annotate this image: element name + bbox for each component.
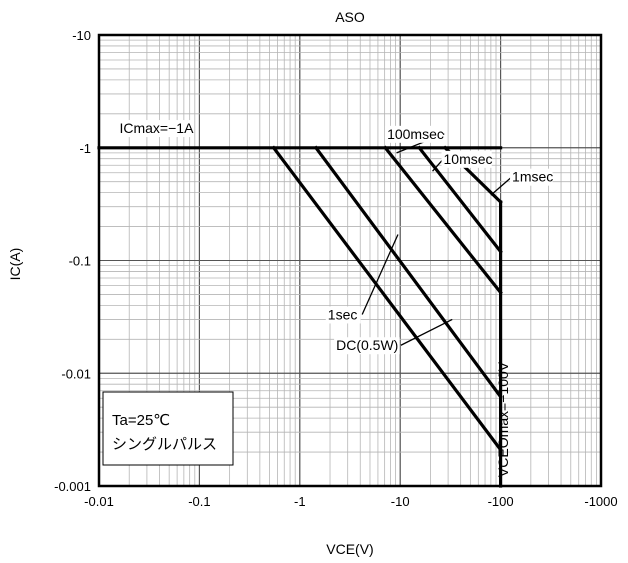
annotation-bg <box>441 150 492 168</box>
annotation-1msec: 1msec <box>512 169 553 185</box>
annotation-1sec: 1sec <box>328 306 358 322</box>
series-line-10msec <box>417 145 503 254</box>
plot-frame <box>97 33 603 488</box>
leader-line <box>361 234 399 315</box>
conditions-box <box>102 391 234 466</box>
x-tick-label: -1000 <box>584 494 617 509</box>
x-tick-label: -100 <box>488 494 514 509</box>
y-tick-label: -10 <box>72 28 91 43</box>
y-tick-label: -0.1 <box>69 254 91 269</box>
leader-line <box>490 176 513 196</box>
grid <box>98 34 602 487</box>
y-tick-label: -0.01 <box>61 366 91 381</box>
y-tick-label: -0.001 <box>54 479 91 494</box>
x-axis-title: VCE(V) <box>326 541 373 557</box>
x-tick-label: -0.01 <box>84 494 114 509</box>
annotation-bg <box>117 120 191 138</box>
condition-temperature: Ta=25℃ <box>112 412 170 429</box>
annotation-bg <box>385 125 443 143</box>
x-tick-label: -0.1 <box>188 494 210 509</box>
annotation-100msec: 100msec <box>387 126 444 142</box>
x-tick-label: -10 <box>391 494 410 509</box>
chart-title: ASO <box>335 9 365 25</box>
y-tick-label: -1 <box>79 141 91 156</box>
condition-single-pulse: シングルパルス <box>112 436 217 453</box>
leader-line <box>400 318 453 346</box>
series-line-DC(0.5W) <box>271 145 503 452</box>
annotation-ICmax=−1A: ICmax=−1A <box>119 120 194 136</box>
annotation-bg <box>325 306 361 324</box>
annotation-DC(0.5W): DC(0.5W) <box>336 337 398 353</box>
series-line-100msec <box>383 145 503 295</box>
x-tick-label: -1 <box>294 494 306 509</box>
series-layer <box>97 145 503 488</box>
tick-layer: -0.01 -0.1 -1 -10 -100 -1000-10-1-0.1-0.01-0.… <box>54 28 618 509</box>
annotation-10msec: 10msec <box>444 151 493 167</box>
annotation-vceomax: VCEOmax=−100V <box>495 361 511 477</box>
annotation-bg <box>334 337 400 355</box>
series-line-1sec <box>313 145 503 399</box>
annotation-bg <box>510 168 553 186</box>
y-axis-title: IC(A) <box>7 248 23 281</box>
